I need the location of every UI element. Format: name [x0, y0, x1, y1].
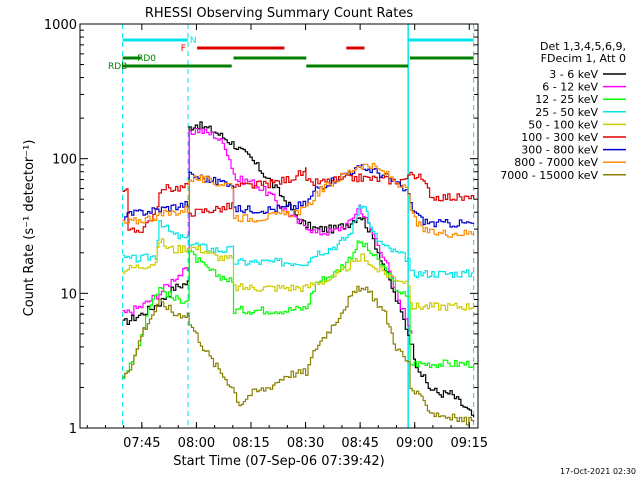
x-tick-label: 08:15 [232, 436, 269, 451]
x-tick-label: 08:30 [287, 436, 324, 451]
legend-label: 6 - 12 keV [542, 81, 598, 94]
x-tick-label: 09:15 [451, 436, 488, 451]
series-line-100-300-kev [122, 167, 475, 233]
x-tick-label: 09:00 [396, 436, 433, 451]
observing-flags: NF RD0 RDB [108, 36, 474, 72]
legend-header-line-1: Det 1,3,4,5,6,9, [540, 40, 626, 53]
y-tick-label: 100 [52, 153, 77, 168]
series-line-6-12-kev [122, 127, 413, 334]
x-axis-label: Start Time (07-Sep-06 07:39:42) [173, 454, 384, 469]
legend-label: 12 - 25 keV [535, 93, 598, 106]
y-tick-label: 1 [69, 422, 77, 437]
legend-label: 3 - 6 keV [549, 68, 598, 81]
legend-header-line-2: FDecim 1, Att 0 [541, 52, 626, 65]
series-line-300-800-kev [122, 164, 475, 228]
legend-label: 300 - 800 keV [521, 144, 598, 157]
y-axis-label: Count Rate (s⁻¹ detector⁻¹) [22, 140, 37, 317]
series-line-12-25-kev [122, 240, 475, 379]
legend-label: 25 - 50 keV [535, 106, 598, 119]
series-line-7000-15000-kev [122, 285, 475, 426]
y-tick-label: 1000 [44, 18, 77, 33]
plot-frame [79, 23, 479, 429]
x-tick-label: 07:45 [123, 436, 160, 451]
legend-label: 50 - 100 keV [528, 118, 598, 131]
chart-title: RHESSI Observing Summary Count Rates [145, 6, 414, 21]
legend: Det 1,3,4,5,6,9, FDecim 1, Att 0 3 - 6 k… [500, 40, 626, 182]
x-tick-label: 08:45 [341, 436, 378, 451]
y-axis-ticks: 1 10 100 1000 [44, 18, 478, 437]
series-line-800-7000-kev [122, 162, 475, 238]
y-tick-label: 10 [60, 287, 77, 302]
series-line-50-100-kev [122, 238, 475, 311]
series-line-25-50-kev [122, 205, 475, 279]
flag-label-rd0: RD0 [137, 54, 156, 64]
legend-label: 800 - 7000 keV [514, 156, 598, 169]
x-axis-ticks: 07:45 08:00 08:15 08:30 08:45 09:00 09:15 [86, 24, 488, 451]
flag-label-rdb: RDB [108, 62, 127, 72]
legend-label: 7000 - 15000 keV [500, 169, 598, 182]
x-tick-label: 08:00 [178, 436, 215, 451]
legend-label: 100 - 300 keV [521, 131, 598, 144]
flag-label-n: N [190, 36, 197, 46]
flag-label-f: F [181, 44, 186, 54]
footer-timestamp: 17-Oct-2021 02:30 [560, 467, 636, 476]
data-series [122, 121, 475, 426]
